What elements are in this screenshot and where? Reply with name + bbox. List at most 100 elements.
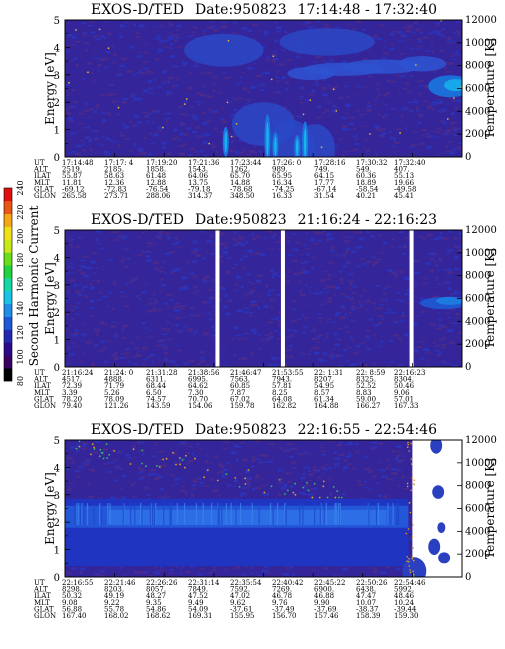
noise-cell: [72, 101, 78, 104]
noise-cell: [254, 479, 257, 481]
noise-cell: [312, 466, 316, 469]
band-striation: [122, 503, 124, 525]
noise-cell: [166, 93, 170, 96]
scatter-speck: [106, 457, 108, 459]
noise-cell: [264, 569, 268, 571]
noise-cell: [456, 99, 462, 103]
noise-cell: [324, 292, 329, 294]
ephemeris-cell: -67.14: [314, 185, 337, 193]
noise-cell: [300, 269, 306, 271]
noise-cell: [124, 248, 130, 251]
noise-cell: [113, 282, 117, 285]
noise-cell: [189, 306, 195, 309]
noise-cell: [100, 570, 105, 573]
noise-cell: [67, 346, 71, 350]
noise-cell: [360, 306, 364, 308]
scatter-speck: [244, 483, 247, 485]
noise-cell: [402, 107, 409, 110]
ephemeris-cell: 60.85: [230, 382, 250, 390]
noise-cell: [353, 52, 359, 54]
noise-cell: [431, 258, 434, 262]
noise-cell: [262, 154, 267, 157]
noise-cell: [113, 230, 120, 233]
ephemeris-cell: 10.24: [394, 599, 415, 607]
colorbar-frame: [3, 187, 13, 382]
noise-cell: [74, 306, 79, 309]
noise-cell: [377, 128, 382, 132]
noise-cell: [328, 297, 332, 300]
noise-cell: [111, 449, 114, 451]
noise-cell: [327, 278, 331, 281]
noise-cell: [78, 112, 85, 115]
noise-cell: [233, 243, 239, 247]
noise-cell: [85, 340, 92, 344]
noise-cell: [130, 483, 135, 486]
scatter-speck: [113, 450, 116, 452]
noise-cell: [148, 92, 154, 94]
noise-cell: [81, 148, 84, 150]
noise-cell: [256, 74, 262, 78]
noise-cell: [447, 316, 453, 318]
noise-cell: [66, 298, 69, 302]
noise-cell: [231, 140, 234, 143]
scatter-speck: [184, 466, 186, 469]
noise-cell: [343, 150, 348, 153]
scatter-speck: [270, 485, 273, 488]
noise-cell: [367, 298, 370, 300]
noise-cell: [334, 286, 341, 290]
noise-cell: [317, 335, 321, 339]
noise-cell: [444, 362, 451, 364]
noise-cell: [146, 120, 149, 122]
noise-cell: [428, 32, 433, 35]
noise-cell: [429, 258, 433, 260]
noise-cell: [157, 235, 162, 237]
band-striation: [299, 503, 301, 525]
noise-cell: [351, 250, 356, 253]
noise-cell: [359, 258, 365, 260]
hot-speck: [302, 113, 305, 116]
noise-cell: [211, 279, 215, 282]
scatter-speck: [203, 476, 206, 479]
noise-cell: [312, 89, 316, 93]
noise-cell: [390, 43, 393, 46]
ephemeris-cell: 9.35: [146, 599, 162, 607]
noise-cell: [213, 111, 220, 113]
noise-cell: [191, 114, 195, 117]
noise-cell: [96, 280, 101, 283]
noise-cell: [404, 244, 407, 247]
noise-cell: [141, 571, 146, 574]
noise-cell: [245, 470, 251, 473]
noise-cell: [248, 291, 254, 295]
noise-cell: [261, 83, 265, 86]
noise-cell: [251, 233, 254, 236]
noise-cell: [66, 50, 71, 53]
ephemeris-row-label: ILAT: [34, 592, 51, 600]
noise-cell: [137, 51, 142, 53]
hot-speck: [453, 97, 455, 99]
noise-cell: [274, 330, 278, 332]
noise-cell: [83, 323, 87, 326]
noise-cell: [278, 357, 282, 359]
noise-cell: [287, 270, 290, 274]
noise-cell: [176, 29, 179, 32]
edge-speck: [412, 573, 415, 575]
noise-cell: [354, 138, 360, 140]
noise-cell: [143, 51, 149, 54]
colorbar-tick-label: 80: [16, 376, 25, 386]
noise-cell: [179, 307, 185, 310]
noise-cell: [234, 283, 239, 286]
noise-cell: [223, 247, 227, 249]
noise-cell: [155, 573, 160, 575]
noise-cell: [323, 271, 328, 272]
noise-cell: [105, 324, 108, 326]
noise-cell: [300, 86, 305, 90]
scatter-speck: [175, 463, 177, 466]
noise-cell: [321, 93, 324, 96]
noise-cell: [98, 321, 105, 324]
noise-cell: [158, 50, 162, 53]
edge-speck: [408, 450, 411, 452]
noise-cell: [311, 266, 314, 270]
noise-cell: [328, 58, 332, 60]
noise-cell: [160, 344, 166, 347]
ephemeris-cell: -37.61: [230, 605, 252, 613]
